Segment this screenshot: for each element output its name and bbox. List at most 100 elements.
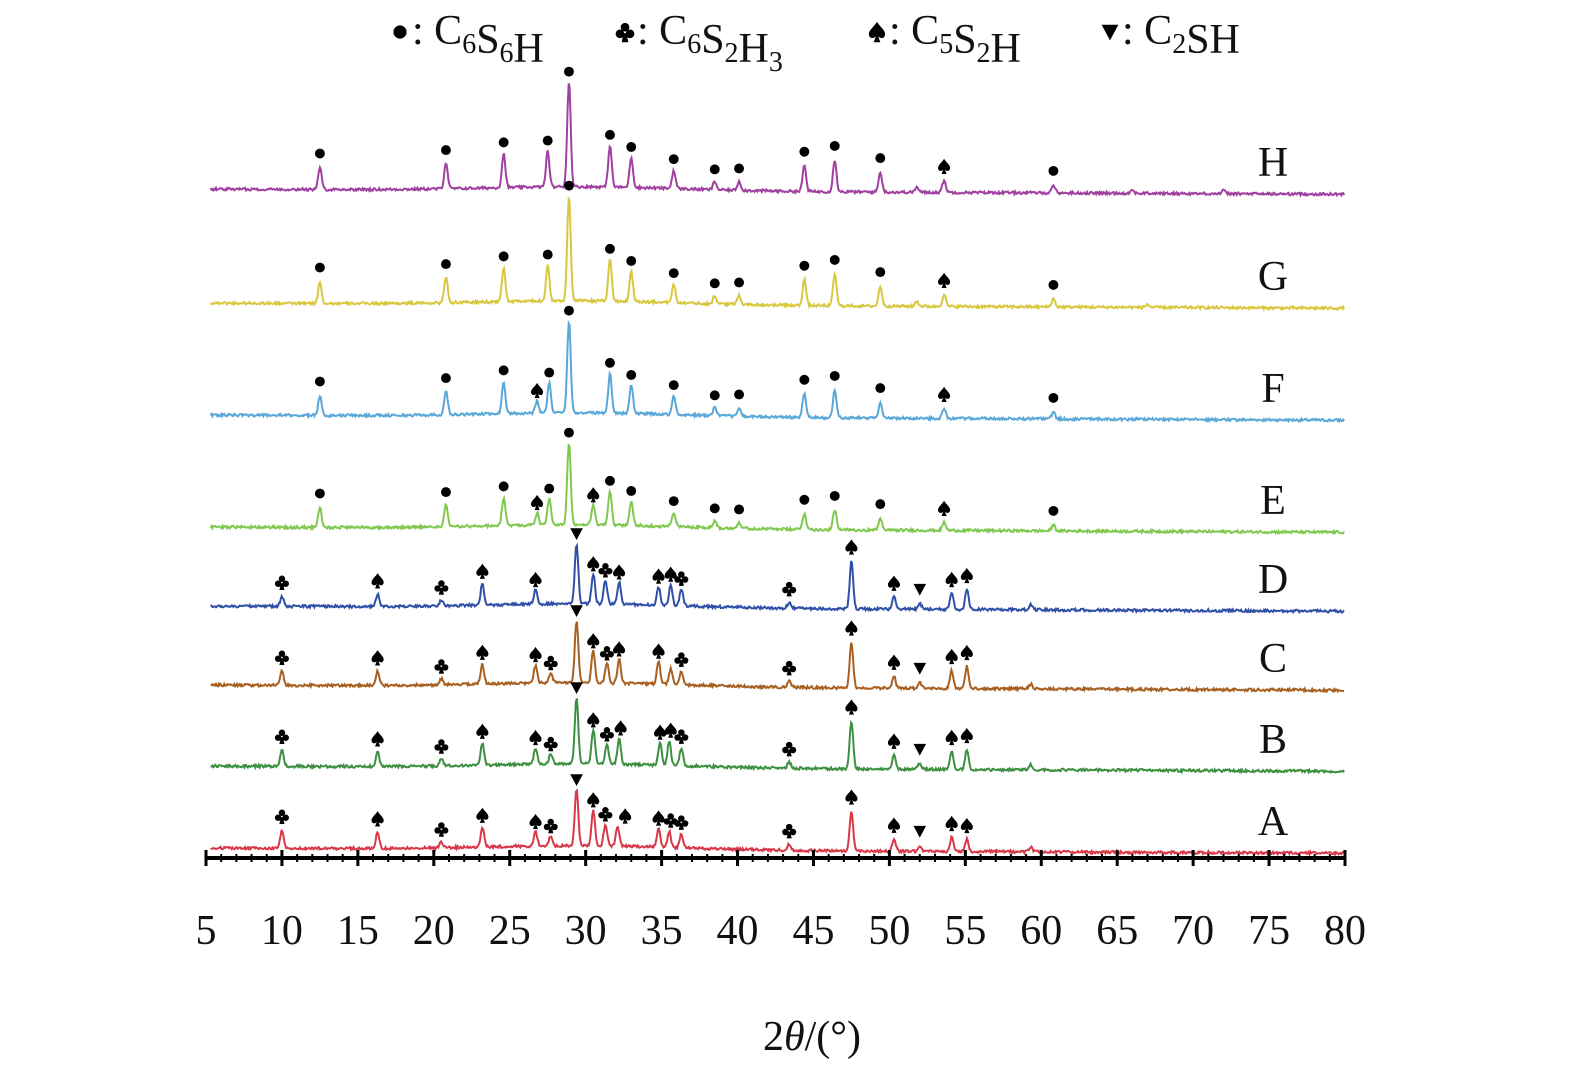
series-line-D [210,542,1345,615]
peak-marker-C5S2H [945,648,958,665]
peak-marker-C6S6H [498,137,509,148]
series-C: C [210,605,1345,694]
x-tick-label: 20 [413,908,455,954]
series-line-A [210,788,1345,858]
peak-marker-C5S2H [664,722,677,738]
peak-marker-C6S6H [875,267,886,278]
peak-marker-C6S6H [709,278,720,289]
peak-marker-C6S6H [709,390,720,401]
x-tick-label: 10 [261,908,303,954]
peak-marker-C2SH [913,583,927,596]
peak-marker-C6S2H3 [274,575,289,590]
peak-marker-C6S6H [605,129,615,140]
legend-marker-spade [868,21,886,43]
peak-marker-C6S6H [734,389,745,400]
peak-marker-C6S2H3 [782,581,797,597]
x-tick-label: 25 [489,908,531,954]
x-tick-label: 15 [337,908,379,954]
peak-marker-C6S2H3 [599,727,614,742]
legend-item-C6S6H: : C6S6H [393,8,544,72]
peak-marker-C5S2H [530,382,544,399]
x-tick-label: 70 [1172,908,1214,954]
peak-marker-C5S2H [529,646,542,663]
peak-marker-C6S2H3 [674,652,689,667]
peak-marker-C6S6H [314,262,325,273]
peak-marker-C6S2H3 [434,580,449,595]
peak-marker-C5S2H [887,733,901,749]
x-tick-label: 45 [792,908,834,954]
peak-marker-C6S6H [1048,165,1059,176]
peak-marker-C6S6H [668,268,679,279]
x-tick-label: 35 [641,908,683,954]
series-B: B [210,682,1345,775]
peak-marker-C5S2H [937,500,951,517]
peak-marker-C2SH [570,528,583,541]
x-tick-label: 65 [1096,908,1138,954]
legend-marker-triangle-down [1101,24,1119,41]
peak-marker-C5S2H [371,731,384,747]
peak-marker-C6S6H [1048,279,1059,290]
peak-marker-C2SH [913,743,927,756]
peak-marker-C6S6H [314,148,325,159]
peak-marker-C6S6H [498,481,509,492]
peak-marker-C6S2H3 [782,660,797,676]
sample-label-G: G [1258,254,1288,300]
series-line-B [210,698,1345,775]
peak-marker-C6S6H [626,486,637,496]
peak-marker-C5S2H [529,813,542,830]
series-G: G [209,180,1346,313]
peak-marker-C6S6H [875,153,886,164]
peak-marker-C6S2H3 [543,655,558,671]
peak-marker-C6S2H3 [674,815,689,830]
peak-marker-C5S2H [937,158,951,175]
sample-label-A: A [1258,799,1289,845]
peak-marker-C6S6H [314,376,325,387]
peak-marker-C5S2H [960,644,973,661]
peak-marker-C6S6H [668,154,679,165]
peak-marker-C6S6H [799,374,810,385]
peak-marker-C6S2H3 [782,823,797,839]
peak-marker-C6S2H3 [274,729,289,744]
peak-marker-C5S2H [937,386,951,403]
peak-marker-C6S6H [605,475,615,486]
series-line-G [209,197,1346,313]
series-D: D [210,528,1345,615]
peak-marker-C6S2H3 [434,739,449,754]
peak-marker-C6S6H [829,490,840,501]
peak-marker-C6S6H [1048,505,1059,516]
legend-item-C2SH: : C2SH [1101,8,1240,63]
peak-marker-C6S6H [829,254,840,265]
peak-marker-C6S6H [498,365,509,376]
x-axis-title: 2θ/(°) [763,1014,861,1060]
legend-marker-circle [393,25,407,39]
series-line-F [209,319,1345,424]
legend-label: : C6S6H [412,8,544,72]
peak-marker-C6S6H [564,305,574,316]
legend-label: : C2SH [1122,8,1240,63]
peak-marker-C5S2H [652,810,665,826]
peak-marker-C6S6H [564,66,574,77]
peak-marker-C5S2H [612,641,626,657]
series-line-H [209,83,1346,199]
peak-marker-C5S2H [887,654,901,670]
x-axis: 5 10 15 20 25 30 35 40 45 50 55 60 65 70 75 80 [196,850,1366,954]
peak-marker-C2SH [913,662,927,675]
peak-marker-C5S2H [887,817,901,833]
peak-marker-C6S6H [734,163,745,174]
peak-marker-C6S2H3 [543,818,558,834]
series-line-E [209,443,1346,536]
series-F: F [209,305,1345,424]
peak-marker-C5S2H [845,539,858,555]
peak-marker-C6S6H [668,380,679,391]
peak-marker-C6S2H3 [434,822,449,837]
peak-marker-C5S2H [937,272,951,289]
peak-marker-C6S2H3 [598,807,613,822]
series-A: A [210,774,1345,858]
peak-marker-C6S6H [799,494,810,505]
peak-marker-C6S6H [605,243,615,254]
sample-label-H: H [1258,140,1288,186]
peak-marker-C5S2H [476,723,489,739]
peak-marker-C5S2H [619,808,632,824]
peak-marker-C6S6H [440,373,451,384]
